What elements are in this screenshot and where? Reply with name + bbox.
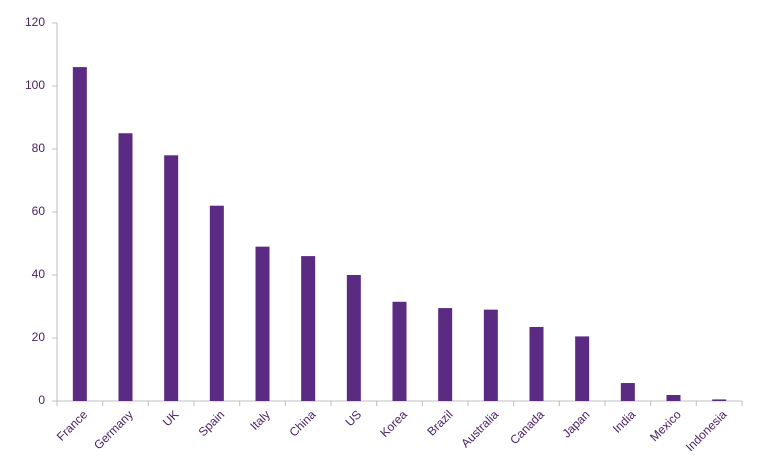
x-tick-label: Japan [560, 407, 593, 440]
bar [118, 133, 133, 401]
y-tick-label: 0 [38, 393, 45, 407]
y-tick-label: 40 [32, 267, 46, 281]
x-tick-label: Canada [507, 407, 547, 447]
x-tick-label: Italy [247, 407, 272, 432]
bar [438, 308, 453, 401]
x-tick-label: UK [160, 407, 182, 429]
x-tick-label: Brazil [424, 407, 455, 438]
y-tick-label: 120 [25, 15, 45, 29]
x-tick-label: Korea [377, 407, 410, 440]
x-tick-label: India [610, 407, 639, 436]
x-tick-label: Germany [91, 407, 136, 452]
bar [72, 67, 87, 401]
bar [712, 399, 727, 401]
y-tick-label: 100 [25, 78, 45, 92]
x-tick-label: Australia [458, 407, 501, 450]
x-tick-label: China [286, 407, 318, 439]
bar [529, 326, 544, 401]
bar [620, 383, 635, 401]
x-tick-label: Indonesia [683, 407, 730, 454]
bar [346, 275, 361, 401]
y-tick-label: 60 [32, 204, 46, 218]
y-tick-label: 20 [32, 330, 46, 344]
x-tick-label: US [343, 407, 365, 429]
bar [209, 205, 224, 401]
bar [392, 301, 407, 401]
bar [575, 336, 590, 401]
bar [164, 155, 179, 401]
bar [483, 309, 498, 401]
bar [301, 256, 316, 401]
x-tick-label: Spain [196, 407, 228, 439]
x-tick-label: Mexico [647, 407, 684, 444]
bar [255, 246, 270, 401]
x-tick-label: France [54, 407, 91, 444]
y-tick-label: 80 [32, 141, 46, 155]
bar [666, 395, 681, 401]
